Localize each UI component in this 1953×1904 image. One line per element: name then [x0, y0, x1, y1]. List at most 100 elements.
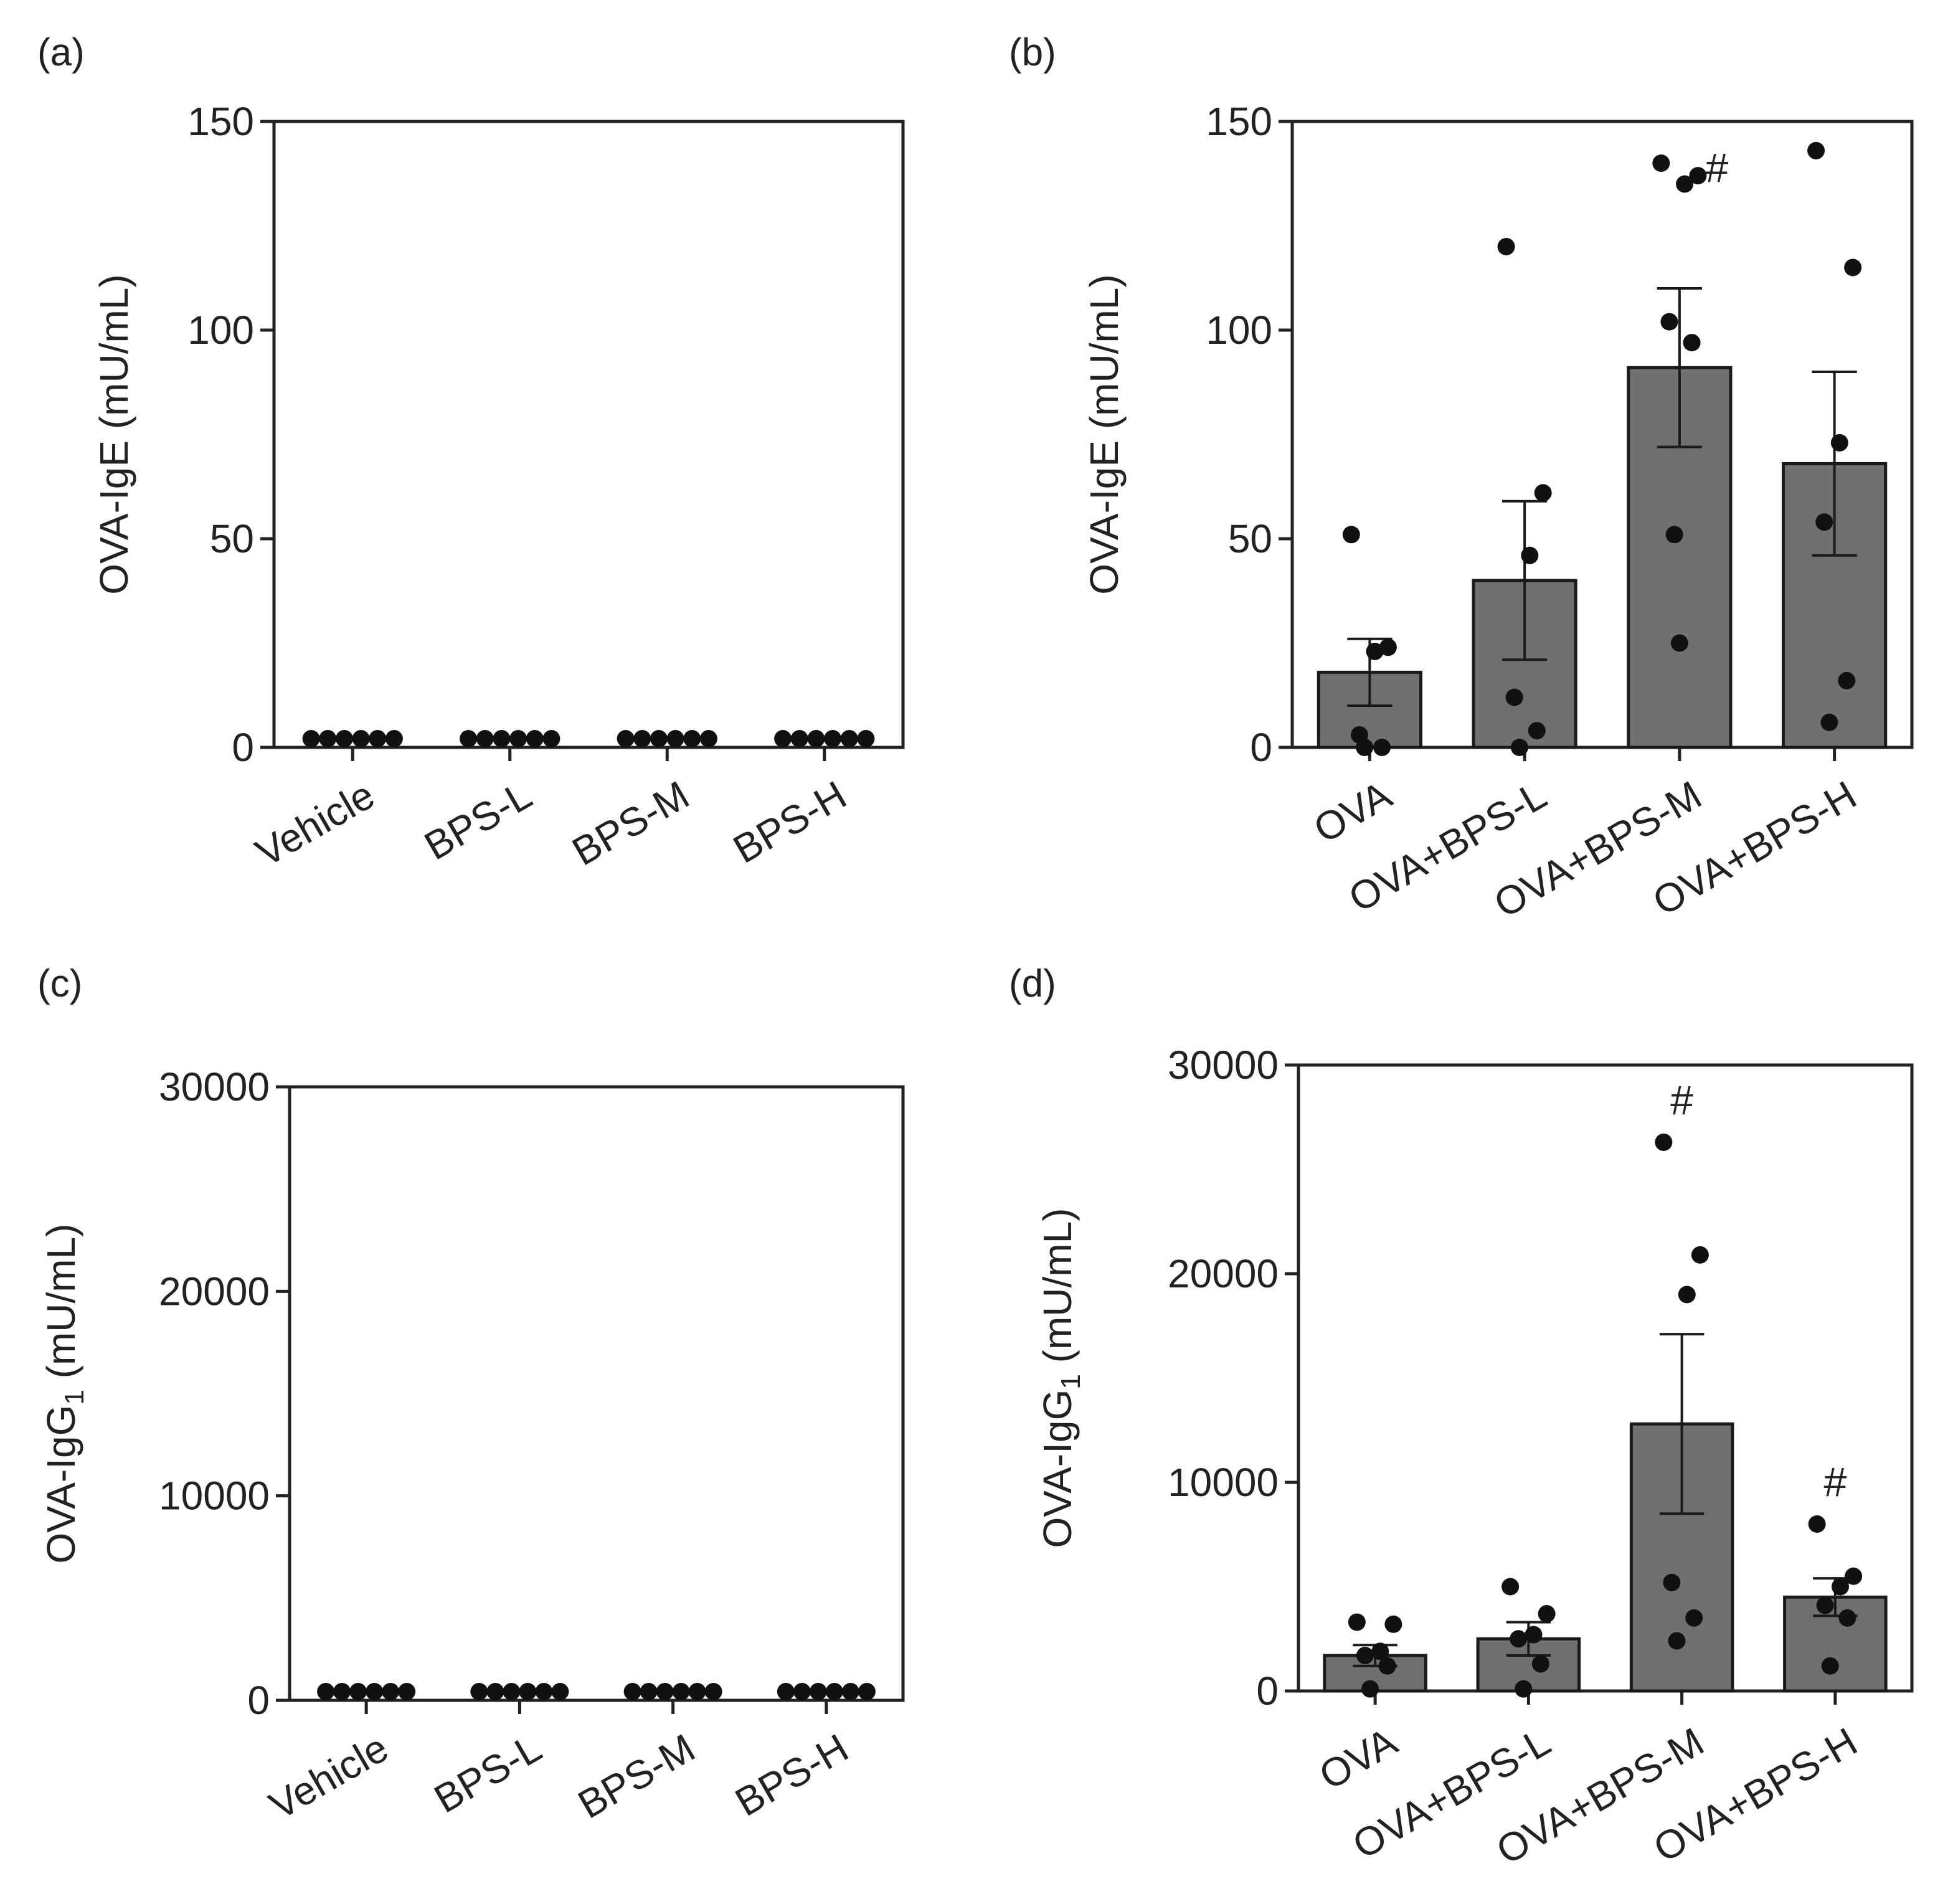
data-point — [672, 1683, 690, 1700]
data-point — [335, 730, 353, 747]
y-axis-title-subscript: 1 — [59, 1390, 90, 1404]
x-category-label: BPS-M — [570, 1725, 702, 1827]
plot-frame — [1290, 120, 1914, 749]
data-point — [1510, 1630, 1528, 1648]
data-point — [1373, 739, 1391, 756]
data-point — [623, 1683, 641, 1700]
data-point — [385, 730, 403, 747]
data-point — [1515, 1680, 1533, 1698]
data-point — [1808, 1515, 1826, 1533]
data-point — [1685, 1609, 1703, 1627]
data-point — [1655, 1133, 1673, 1151]
data-point — [1538, 1605, 1556, 1623]
data-point — [1660, 313, 1678, 331]
y-tick-label: 50 — [1228, 516, 1272, 561]
data-point — [807, 730, 825, 747]
data-point — [1497, 238, 1515, 255]
bar — [1627, 366, 1733, 749]
x-category-label: BPS-H — [727, 1725, 855, 1825]
panel-label: (d) — [1009, 962, 1056, 1005]
data-point — [824, 730, 842, 747]
data-point — [790, 730, 808, 747]
data-point — [793, 1683, 811, 1700]
data-point — [1366, 642, 1384, 660]
data-point — [382, 1683, 400, 1700]
y-axis-title-unit: (mU/mL) — [39, 1224, 83, 1390]
data-point — [617, 730, 635, 747]
data-point — [683, 730, 701, 747]
y-axis-title-main: OVA-IgG — [1035, 1390, 1080, 1548]
y-tick-label: 50 — [210, 516, 254, 561]
data-point — [857, 730, 875, 747]
data-point — [1691, 1246, 1709, 1264]
data-point — [333, 1683, 351, 1700]
data-point — [1501, 1578, 1520, 1596]
y-axis-title: OVA-IgG1 (mU/mL) — [1035, 1208, 1086, 1548]
data-point — [1665, 526, 1683, 544]
data-point — [302, 730, 320, 747]
data-point — [841, 1683, 859, 1700]
data-point — [509, 730, 527, 747]
data-point — [1845, 1567, 1863, 1585]
y-axis-title-main: OVA-IgE (mU/mL) — [92, 274, 136, 594]
data-point — [1668, 1632, 1686, 1650]
y-axis-title: OVA-IgG1 (mU/mL) — [39, 1224, 90, 1564]
data-point — [1678, 1286, 1696, 1304]
panel-label: (c) — [37, 962, 82, 1005]
data-point — [1670, 634, 1688, 652]
plot-frame — [272, 120, 905, 749]
data-point — [699, 730, 717, 747]
data-point — [1525, 1626, 1543, 1644]
x-category-label: OVA — [1306, 772, 1399, 852]
y-tick-label: 10000 — [1168, 1460, 1279, 1505]
data-point — [1371, 1642, 1389, 1660]
data-point — [542, 730, 560, 747]
data-point — [1821, 1657, 1839, 1675]
y-tick-label: 150 — [1206, 99, 1272, 144]
data-point — [317, 1683, 335, 1700]
data-point — [1676, 175, 1694, 193]
data-point — [1510, 739, 1528, 756]
x-category-label: BPS-H — [726, 772, 853, 872]
data-point — [1844, 258, 1862, 277]
data-point — [858, 1683, 876, 1700]
y-axis-title: OVA-IgE (mU/mL) — [1082, 274, 1127, 594]
data-point — [1652, 154, 1670, 172]
data-point — [650, 730, 668, 747]
data-point — [486, 1683, 504, 1700]
y-axis-title-main: OVA-IgE (mU/mL) — [1082, 274, 1127, 594]
data-point — [1505, 688, 1523, 706]
significance-marker: # — [1824, 1459, 1847, 1505]
data-point — [349, 1683, 367, 1700]
data-point — [503, 1683, 521, 1700]
data-point — [1384, 1615, 1402, 1633]
panel-a: (a) 0 50 100 150 OVA-IgE (mU/mL) Vehicle BPS-L B… — [37, 31, 905, 875]
y-tick-label: 100 — [1206, 308, 1272, 353]
data-point — [1356, 739, 1374, 756]
y-tick-label: 30000 — [1168, 1043, 1279, 1087]
data-point — [1683, 334, 1701, 352]
data-point — [1816, 1596, 1834, 1614]
y-axis-title-unit: (mU/mL) — [1035, 1208, 1080, 1375]
data-point — [656, 1683, 674, 1700]
y-axis-title-main: OVA-IgG — [39, 1405, 83, 1564]
data-point — [1531, 1655, 1549, 1673]
plot-frame — [1297, 1063, 1914, 1693]
data-point — [774, 730, 792, 747]
data-point — [825, 1683, 843, 1700]
data-point — [551, 1683, 569, 1700]
data-point — [1689, 167, 1707, 185]
data-point — [493, 730, 511, 747]
data-point — [460, 730, 478, 747]
data-point — [398, 1683, 416, 1700]
data-point — [1832, 1578, 1850, 1596]
panel-label: (a) — [37, 31, 85, 74]
y-tick-label: 0 — [1256, 1669, 1279, 1713]
y-tick-label: 0 — [1250, 725, 1272, 770]
significance-marker: # — [1670, 1077, 1693, 1123]
data-point — [633, 730, 651, 747]
y-tick-label: 0 — [247, 1678, 270, 1723]
data-point — [366, 1683, 384, 1700]
data-point — [704, 1683, 722, 1700]
